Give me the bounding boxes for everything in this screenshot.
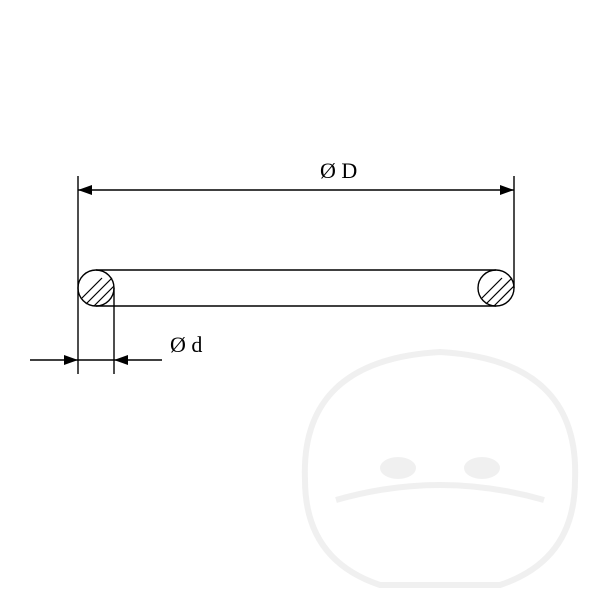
diagram-canvas: Ø D Ø d <box>0 0 600 600</box>
technical-drawing <box>0 0 600 600</box>
ring-section-right <box>478 270 514 306</box>
dimension-d <box>30 288 162 374</box>
hatch-right <box>482 278 514 306</box>
hatch-left <box>82 278 114 306</box>
dimension-d-label: Ø d <box>170 332 202 358</box>
dimension-D-label: Ø D <box>320 158 357 184</box>
dimension-D <box>78 176 514 288</box>
ring-section-left <box>78 270 114 306</box>
